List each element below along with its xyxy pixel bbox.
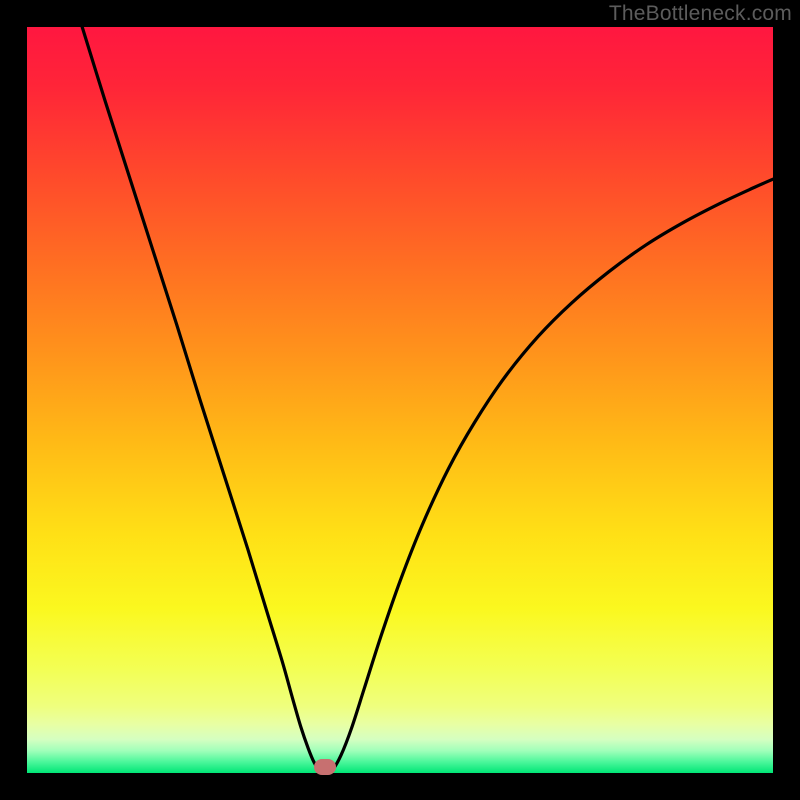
optimal-point-marker <box>314 759 336 775</box>
plot-area <box>27 27 773 773</box>
bottleneck-curve <box>27 27 773 773</box>
chart-container: TheBottleneck.com <box>0 0 800 800</box>
watermark-text: TheBottleneck.com <box>609 2 792 26</box>
